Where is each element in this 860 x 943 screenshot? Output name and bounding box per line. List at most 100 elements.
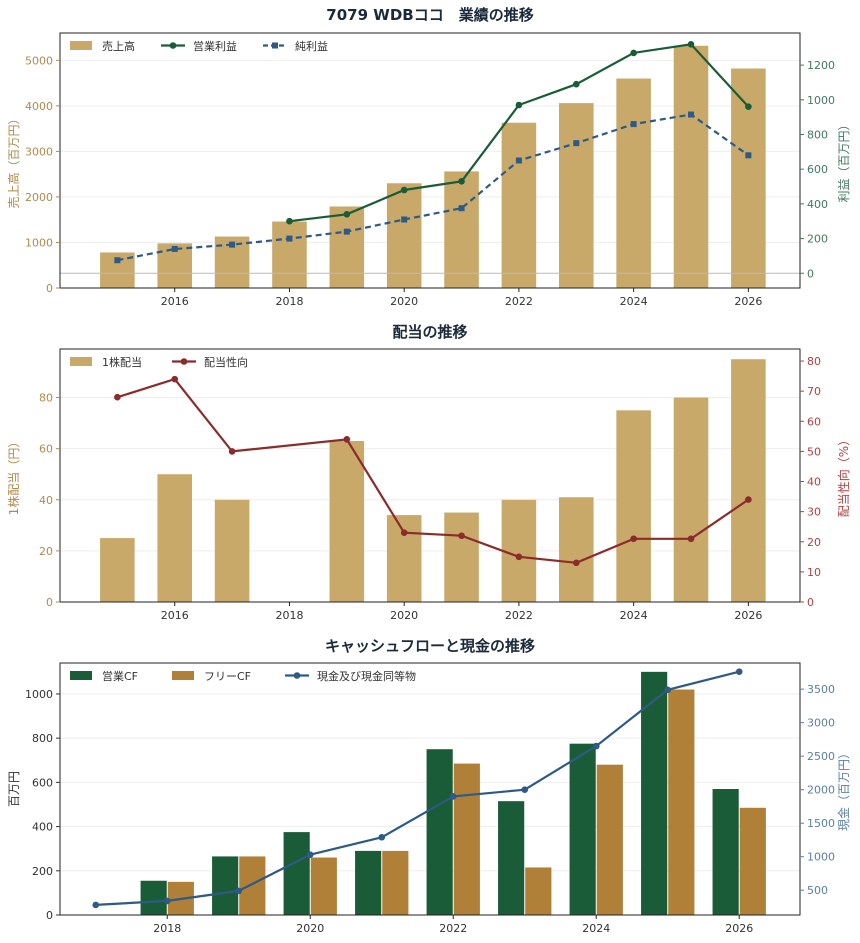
marker-純利益 bbox=[229, 241, 236, 248]
y-tick-label: 400 bbox=[32, 821, 53, 834]
y2-tick-label: 20 bbox=[807, 536, 821, 549]
x-tick-label: 2020 bbox=[390, 295, 418, 308]
y2-tick-label: 0 bbox=[807, 267, 814, 280]
marker-純利益 bbox=[688, 111, 695, 118]
y2-tick-label: 30 bbox=[807, 506, 821, 519]
bar-1株配当 bbox=[329, 441, 365, 602]
x-tick-label: 2022 bbox=[505, 295, 533, 308]
y-tick-label: 2000 bbox=[25, 191, 53, 204]
marker-現金及び現金同等物 bbox=[664, 686, 672, 694]
y-tick-label: 5000 bbox=[25, 54, 53, 67]
bar-フリーCF bbox=[310, 857, 337, 915]
bar-売上高 bbox=[558, 103, 594, 288]
bar-営業CF bbox=[140, 880, 167, 915]
y-tick-label: 3000 bbox=[25, 145, 53, 158]
y-axis-label: 1株配当（円） bbox=[6, 436, 21, 516]
bar-フリーCF bbox=[239, 856, 266, 915]
legend-label: 現金及び現金同等物 bbox=[317, 669, 416, 683]
x-tick-label: 2020 bbox=[296, 922, 324, 935]
marker-現金及び現金同等物 bbox=[306, 851, 314, 858]
x-tick-label: 2018 bbox=[275, 295, 303, 308]
marker-純利益 bbox=[630, 121, 637, 128]
bar-営業CF bbox=[569, 743, 596, 915]
marker-営業利益 bbox=[630, 49, 637, 57]
marker-純利益 bbox=[573, 140, 580, 147]
bar-フリーCF bbox=[596, 764, 623, 915]
bar-営業CF bbox=[355, 850, 382, 915]
y2-axis-label: 配当性向（%） bbox=[836, 434, 851, 517]
y-tick-label: 1000 bbox=[25, 688, 53, 701]
bar-1株配当 bbox=[616, 410, 651, 602]
bar-売上高 bbox=[731, 68, 766, 289]
legend-marker bbox=[180, 358, 188, 365]
y2-tick-label: 10 bbox=[807, 566, 821, 579]
marker-配当性向 bbox=[572, 559, 580, 567]
y-axis-label: 百万円 bbox=[7, 771, 21, 807]
marker-営業利益 bbox=[286, 217, 293, 225]
y2-tick-label: 3500 bbox=[807, 683, 835, 696]
bar-売上高 bbox=[272, 221, 307, 288]
chart-title: 7079 WDBココ 業績の推移 bbox=[326, 6, 533, 24]
y2-tick-label: 2000 bbox=[807, 784, 835, 797]
marker-現金及び現金同等物 bbox=[449, 793, 457, 800]
y2-tick-label: 500 bbox=[807, 884, 828, 897]
x-tick-label: 2022 bbox=[505, 609, 533, 622]
marker-配当性向 bbox=[114, 393, 121, 401]
y2-tick-label: 1000 bbox=[807, 94, 835, 107]
y-tick-label: 0 bbox=[46, 909, 53, 922]
marker-純利益 bbox=[745, 152, 752, 159]
dividend-chart: 配当の推移 2016 2018 2020 2022 2024 2026 0 20 40 60 80 0 1… bbox=[6, 323, 851, 622]
y-tick-label: 1000 bbox=[25, 236, 53, 249]
line-現金及び現金同等物 bbox=[95, 670, 740, 906]
line-純利益 bbox=[117, 113, 750, 262]
bar-売上高 bbox=[673, 45, 709, 288]
x-tick-label: 2022 bbox=[439, 922, 467, 935]
marker-営業利益 bbox=[515, 101, 523, 109]
bar-フリーCF bbox=[668, 689, 695, 915]
marker-現金及び現金同等物 bbox=[735, 668, 743, 676]
marker-配当性向 bbox=[458, 532, 465, 540]
marker-配当性向 bbox=[171, 375, 179, 383]
marker-純利益 bbox=[171, 245, 178, 252]
bar-営業CF bbox=[426, 749, 453, 915]
bar-1株配当 bbox=[673, 397, 709, 602]
y2-tick-label: 3000 bbox=[807, 717, 835, 730]
marker-現金及び現金同等物 bbox=[92, 901, 100, 909]
marker-純利益 bbox=[458, 205, 465, 212]
performance-chart: 7079 WDBココ 業績の推移 2016 2018 2020 2022 2024 2026… bbox=[6, 6, 851, 308]
marker-現金及び現金同等物 bbox=[521, 786, 529, 793]
marker-営業利益 bbox=[400, 186, 408, 194]
marker-純利益 bbox=[401, 216, 408, 223]
y-tick-label: 40 bbox=[39, 494, 53, 507]
y2-tick-label: 1000 bbox=[807, 851, 835, 864]
legend-label: フリーCF bbox=[204, 670, 251, 683]
bar-フリーCF bbox=[382, 850, 409, 915]
legend-label: 1株配当 bbox=[102, 355, 142, 369]
marker-配当性向 bbox=[343, 436, 351, 443]
y2-tick-label: 200 bbox=[807, 233, 828, 246]
marker-営業利益 bbox=[687, 40, 695, 48]
bar-1株配当 bbox=[214, 499, 250, 602]
chart-title: 配当の推移 bbox=[392, 323, 467, 341]
legend-swatch bbox=[70, 41, 92, 50]
bar-1株配当 bbox=[501, 499, 537, 602]
chart-title: キャッシュフローと現金の推移 bbox=[325, 637, 535, 655]
marker-営業利益 bbox=[343, 210, 351, 218]
y-tick-label: 80 bbox=[39, 392, 53, 405]
bar-営業CF bbox=[212, 856, 239, 915]
bar-営業CF bbox=[283, 832, 310, 915]
line-配当性向 bbox=[117, 377, 750, 564]
bar-フリーCF bbox=[525, 867, 552, 915]
y2-tick-label: 70 bbox=[807, 385, 821, 398]
marker-配当性向 bbox=[515, 553, 523, 561]
x-tick-label: 2016 bbox=[161, 609, 189, 622]
x-tick-label: 2018 bbox=[275, 609, 303, 622]
x-tick-label: 2020 bbox=[390, 609, 418, 622]
bar-1株配当 bbox=[157, 474, 193, 602]
x-tick-label: 2026 bbox=[734, 295, 762, 308]
marker-現金及び現金同等物 bbox=[163, 897, 171, 905]
marker-純利益 bbox=[343, 228, 350, 235]
legend-label: 純利益 bbox=[295, 39, 328, 53]
y2-axis-label: 現金（百万円） bbox=[836, 747, 851, 831]
